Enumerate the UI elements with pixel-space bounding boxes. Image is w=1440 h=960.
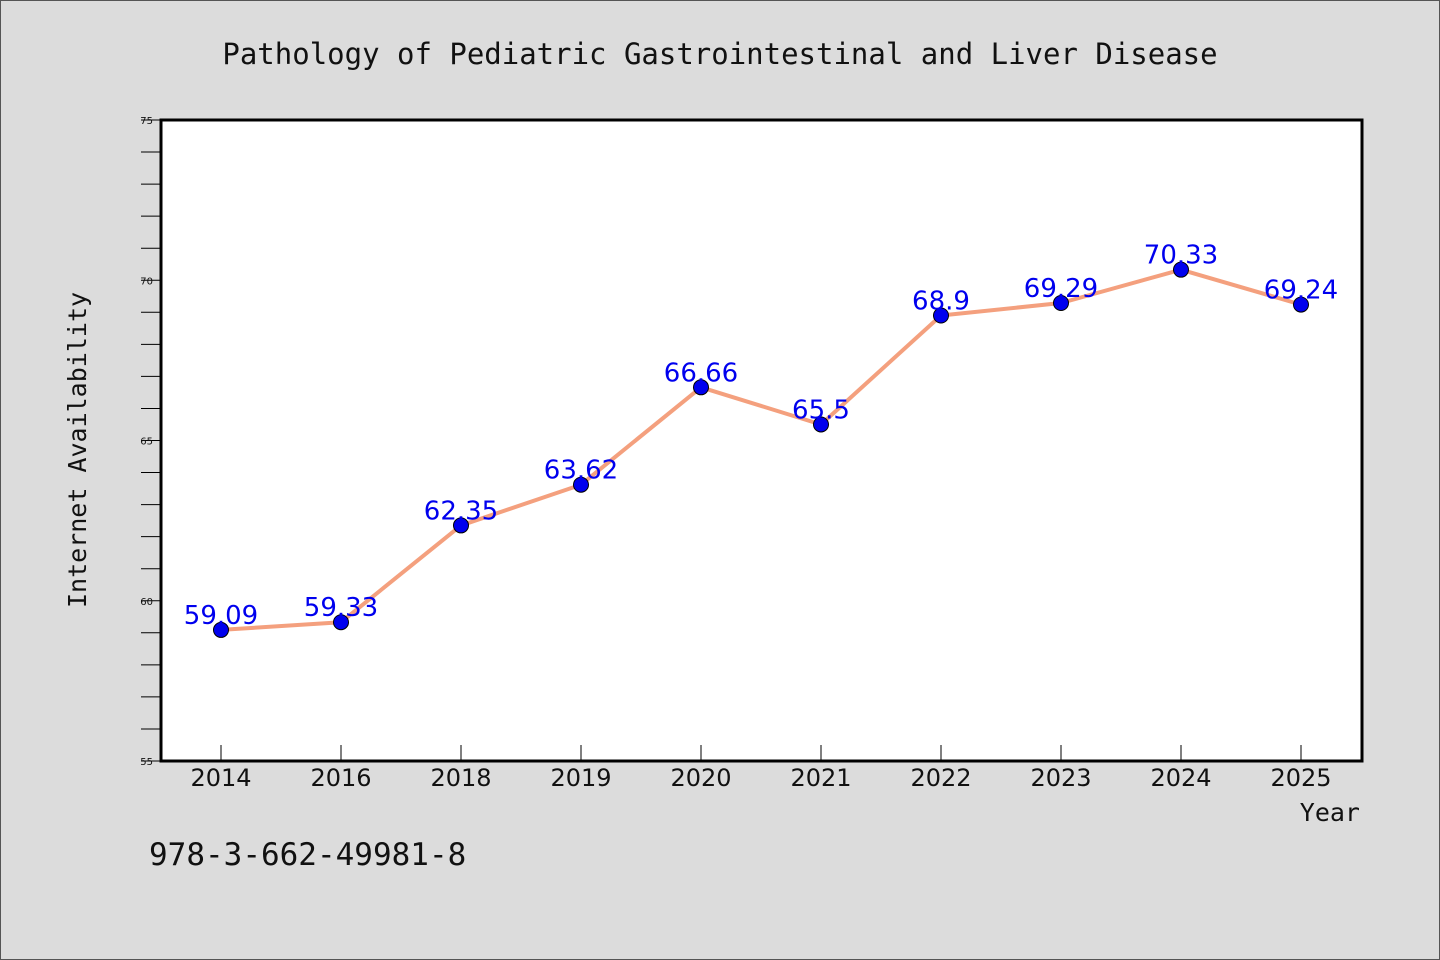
data-point [573,476,589,493]
x-tick-label: 2019 [550,764,611,792]
x-axis-label: Year [1300,798,1360,827]
data-label: 59.09 [184,601,258,631]
data-label: 66.66 [664,358,738,388]
x-tick-label: 2018 [430,764,491,792]
y-tick-label: 60 [140,597,153,608]
y-tick-label: 70 [140,276,153,287]
y-tick-label: 65 [140,437,153,448]
x-tick-label: 2016 [310,764,371,792]
x-tick-label: 2022 [910,764,971,792]
data-label: 65.5 [792,395,850,425]
data-point [813,416,829,433]
x-tick-label: 2025 [1270,764,1331,792]
data-point [693,379,709,396]
data-label: 69.24 [1264,276,1338,306]
series-line [220,267,1302,632]
data-point [213,621,229,638]
data-label: 62.35 [424,496,498,526]
data-point [1293,296,1309,313]
y-axis: 55 60 65 70 75 [140,116,161,768]
x-axis: 2014 2016 2018 2019 2020 2021 2022 2023 2024 2025 [190,745,1332,792]
x-tick-label: 2021 [790,764,851,792]
y-axis-label: Internet Availability [63,292,92,608]
data-label: 70.33 [1144,241,1218,271]
isbn-text: 978-3-662-49981-8 [149,837,466,873]
plot-area [159,118,1364,763]
x-tick-label: 2024 [1150,764,1211,792]
data-point [933,307,949,324]
x-tick-label: 2023 [1030,764,1091,792]
series-layer: 59.09 59.33 62.35 63.62 66.66 65.5 68.9 69.29 70… [184,241,1338,638]
data-point [333,614,349,631]
y-tick-label: 75 [140,116,153,127]
data-label: 63.62 [544,456,618,486]
chart-title: Pathology of Pediatric Gastrointestinal … [222,37,1217,71]
data-point [453,517,469,534]
data-label: 68.9 [912,287,970,317]
x-tick-label: 2014 [190,764,251,792]
data-point [1173,261,1189,278]
data-label: 59.33 [304,593,378,623]
y-tick-label: 55 [140,757,153,768]
data-point [1053,295,1069,312]
x-tick-label: 2020 [670,764,731,792]
data-label: 69.29 [1024,274,1098,304]
